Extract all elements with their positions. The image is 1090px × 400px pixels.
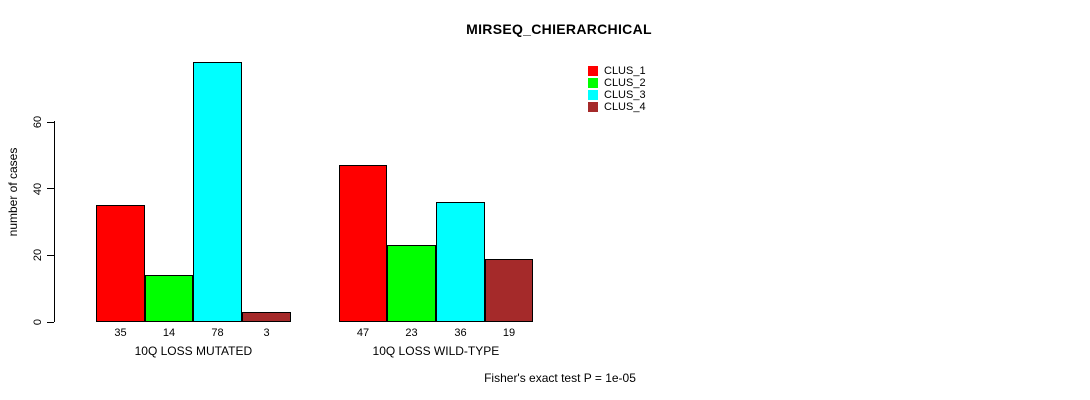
y-axis-tick-label-20: 20	[32, 249, 44, 262]
legend-swatch-clus_3	[588, 90, 598, 100]
bar-clus_3-group1	[193, 62, 242, 322]
bar-value-label-clus_4-group2: 19	[502, 327, 516, 339]
legend: CLUS_1 CLUS_2 CLUS_3 CLUS_4	[588, 65, 646, 113]
legend-item-clus_1: CLUS_1	[588, 65, 646, 77]
bar-clus_4-group2	[485, 258, 533, 322]
bar-value-label-clus_3-group2: 36	[454, 327, 467, 339]
bar-value-label-clus_4-group1: 3	[263, 327, 270, 339]
bar-clus_4-group1	[242, 312, 291, 322]
bar-value-label-clus_1-group2: 47	[356, 327, 370, 339]
bar-clus_1-group2	[339, 165, 387, 322]
legend-swatch-clus_1	[588, 66, 598, 76]
y-axis-tick-40	[47, 188, 54, 190]
bar-value-label-clus_1-group1: 35	[114, 327, 127, 339]
chart-title: MIRSEQ_CHIERARCHICAL	[466, 21, 652, 37]
y-axis-tick-60	[47, 121, 54, 123]
y-axis-line	[54, 121, 55, 322]
bar-value-label-clus_2-group1: 14	[162, 327, 176, 339]
legend-swatch-clus_2	[588, 78, 598, 88]
legend-label-clus_3: CLUS_3	[604, 89, 646, 101]
bar-value-label-clus_2-group2: 23	[405, 327, 418, 339]
y-axis-tick-20	[47, 254, 54, 256]
y-axis-tick-0	[47, 321, 54, 323]
legend-swatch-clus_4	[588, 102, 598, 112]
legend-item-clus_4: CLUS_4	[588, 101, 646, 113]
legend-label-clus_1: CLUS_1	[604, 65, 646, 77]
legend-label-clus_4: CLUS_4	[604, 101, 646, 113]
x-category-label-2: 10Q LOSS WILD-TYPE	[372, 344, 500, 358]
y-axis-tick-label-40: 40	[32, 182, 44, 195]
bar-clus_1-group1	[96, 205, 145, 322]
y-axis-tick-label-0: 0	[32, 318, 44, 326]
bar-clus_3-group2	[436, 202, 485, 322]
legend-item-clus_3: CLUS_3	[588, 89, 646, 101]
y-axis-title: number of cases	[6, 147, 20, 237]
legend-label-clus_2: CLUS_2	[604, 77, 646, 89]
bar-value-label-clus_3-group1: 78	[211, 327, 224, 339]
y-axis-tick-label-60: 60	[32, 116, 44, 129]
legend-item-clus_2: CLUS_2	[588, 77, 646, 89]
x-category-label-1: 10Q LOSS MUTATED	[134, 344, 253, 358]
annotation-text: Fisher's exact test P = 1e-05	[484, 371, 636, 385]
bar-clus_2-group1	[145, 275, 193, 322]
bar-clus_2-group2	[387, 245, 436, 322]
